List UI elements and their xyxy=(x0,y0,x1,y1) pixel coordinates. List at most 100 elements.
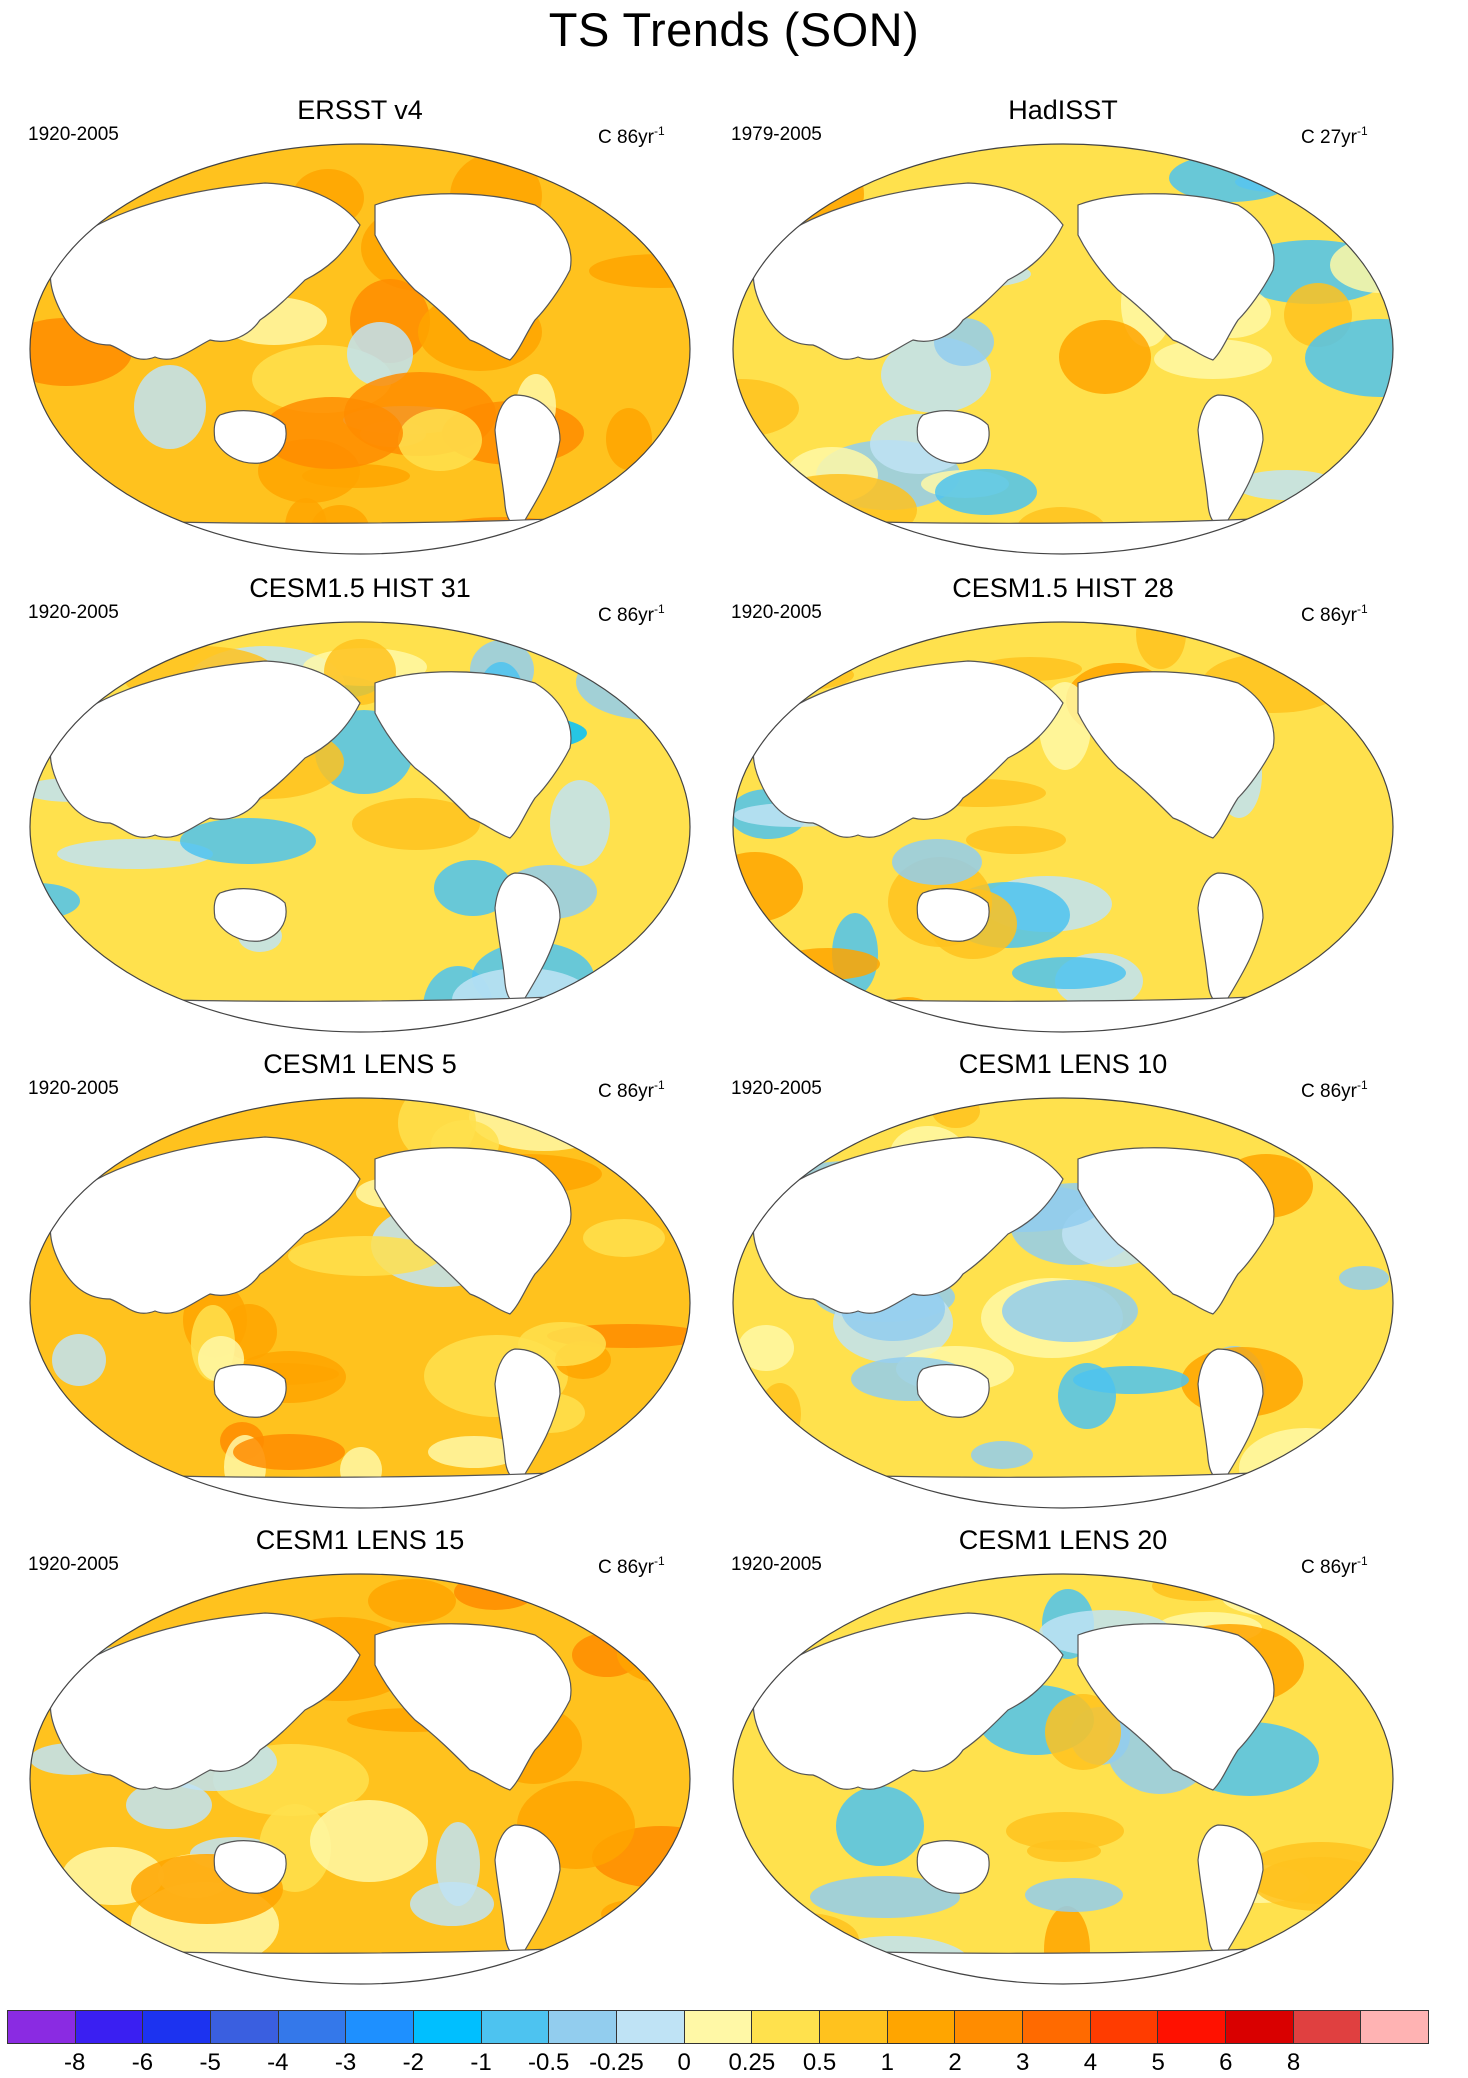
colorbar-swatch xyxy=(887,2011,956,2043)
trend-patch xyxy=(1286,1593,1358,1635)
land-mass xyxy=(916,1840,990,1894)
trend-patch xyxy=(368,1579,456,1623)
panel-period: 1920-2005 xyxy=(731,602,822,623)
map-border xyxy=(29,621,691,1033)
trend-patch xyxy=(1136,622,1186,669)
colorbar-tick-label: 3 xyxy=(1016,2049,1030,2076)
colorbar-tick-label: 2 xyxy=(948,2049,962,2076)
land-mass xyxy=(916,888,990,942)
colorbar-swatch xyxy=(278,2011,347,2043)
trend-patch xyxy=(1152,1574,1246,1601)
trend-patch xyxy=(1006,1812,1124,1850)
panel-period: 1979-2005 xyxy=(731,124,822,145)
trend-patch xyxy=(1305,319,1393,397)
trend-patch xyxy=(1059,320,1151,394)
trend-patch xyxy=(1045,1694,1121,1770)
trend-patch xyxy=(892,839,982,885)
colorbar-swatch xyxy=(752,2011,821,2043)
trend-patch xyxy=(1339,1266,1389,1290)
trend-patch xyxy=(428,1436,520,1468)
colorbar-tick-label: -1 xyxy=(470,2049,492,2076)
colorbar-swatch xyxy=(820,2011,888,2043)
trend-patch xyxy=(1254,1857,1386,1911)
colorbar-swatch xyxy=(617,2011,685,2043)
trend-patch xyxy=(1222,1578,1364,1618)
trend-patch xyxy=(1058,1363,1116,1429)
trend-patch xyxy=(751,1913,859,1967)
trend-patch xyxy=(1025,1878,1123,1912)
trend-patch xyxy=(629,1594,690,1680)
colorbar-swatch xyxy=(211,2011,279,2043)
panel-units: C 86yr-1 xyxy=(598,602,665,626)
colorbar-swatch xyxy=(1158,2011,1227,2043)
colorbar-tick-label: -8 xyxy=(64,2049,86,2076)
colorbar-swatch xyxy=(1023,2011,1091,2043)
colorbar-tick-label: -2 xyxy=(402,2049,424,2076)
map-panel: ERSST v4 1920-2005 C 86yr-1 xyxy=(15,95,705,555)
trend-patch xyxy=(233,1434,345,1470)
map-border xyxy=(732,1097,1394,1509)
colorbar xyxy=(7,2010,1429,2044)
colorbar-swatch xyxy=(8,2011,76,2043)
trend-patch xyxy=(733,199,780,233)
trend-patch xyxy=(288,1236,442,1276)
panel-period: 1920-2005 xyxy=(731,1078,822,1099)
trend-patch xyxy=(434,860,512,916)
colorbar-swatch xyxy=(955,2011,1024,2043)
world-map xyxy=(29,621,691,1033)
panel-title: CESM1 LENS 5 xyxy=(263,1049,457,1079)
trend-patch xyxy=(935,469,1037,515)
land-mass xyxy=(49,660,361,838)
panel-title: ERSST v4 xyxy=(297,95,423,125)
colorbar-tick-label: 0.25 xyxy=(728,2049,776,2076)
land-mass xyxy=(213,888,287,942)
land-mass xyxy=(49,1612,361,1790)
panel-period: 1920-2005 xyxy=(28,124,119,145)
land-mass xyxy=(1077,193,1275,361)
trend-patch xyxy=(932,1098,980,1128)
trend-patch xyxy=(966,826,1066,854)
colorbar-tick-label: 6 xyxy=(1219,2049,1233,2076)
map-panel: CESM1 LENS 15 1920-2005 C 86yr-1 xyxy=(15,1525,705,1985)
trend-patch xyxy=(1002,1280,1138,1342)
colorbar-tick-label: 0 xyxy=(677,2049,691,2076)
map-border xyxy=(29,143,691,555)
trend-patch xyxy=(1235,988,1379,1032)
trend-patch xyxy=(601,1900,663,1928)
colorbar-tick-label: 1 xyxy=(880,2049,894,2076)
trend-patch xyxy=(1310,1424,1393,1506)
colorbar-tick-label: -4 xyxy=(267,2049,289,2076)
panel-period: 1920-2005 xyxy=(28,602,119,623)
world-map xyxy=(732,1573,1394,1985)
trend-patch xyxy=(410,1882,494,1926)
trend-patch xyxy=(759,474,917,546)
land-mass xyxy=(1077,1147,1275,1315)
trend-patch xyxy=(583,1219,665,1257)
trend-patch xyxy=(261,397,403,469)
land-mass xyxy=(752,182,1064,360)
world-map xyxy=(29,143,691,555)
trend-patch xyxy=(347,322,413,386)
trend-patch xyxy=(776,948,880,980)
panel-period: 1920-2005 xyxy=(28,1554,119,1575)
land-mass xyxy=(213,1364,287,1418)
trend-patch xyxy=(180,818,316,864)
colorbar-tick-label: -0.25 xyxy=(589,2049,644,2076)
map-panel: CESM1.5 HIST 31 1920-2005 C 86yr-1 xyxy=(15,573,705,1033)
colorbar-swatch xyxy=(346,2011,415,2043)
land-mass xyxy=(49,182,361,360)
panel-units: C 86yr-1 xyxy=(598,124,665,148)
world-map xyxy=(732,143,1394,555)
map-panel: CESM1 LENS 10 1920-2005 C 86yr-1 xyxy=(718,1049,1408,1509)
panel-units: C 86yr-1 xyxy=(1301,1554,1368,1578)
panel-units: C 86yr-1 xyxy=(1301,1078,1368,1102)
map-panel: CESM1 LENS 5 1920-2005 C 86yr-1 xyxy=(15,1049,705,1509)
trend-patch xyxy=(134,365,206,449)
colorbar-tick-label: 5 xyxy=(1151,2049,1165,2076)
trend-patch xyxy=(398,409,482,471)
trend-patch xyxy=(126,1781,212,1829)
colorbar-tick-label: 0.5 xyxy=(802,2049,837,2076)
figure-title: TS Trends (SON) xyxy=(548,3,920,56)
trend-patch xyxy=(810,1876,960,1918)
trend-patch xyxy=(606,408,652,470)
